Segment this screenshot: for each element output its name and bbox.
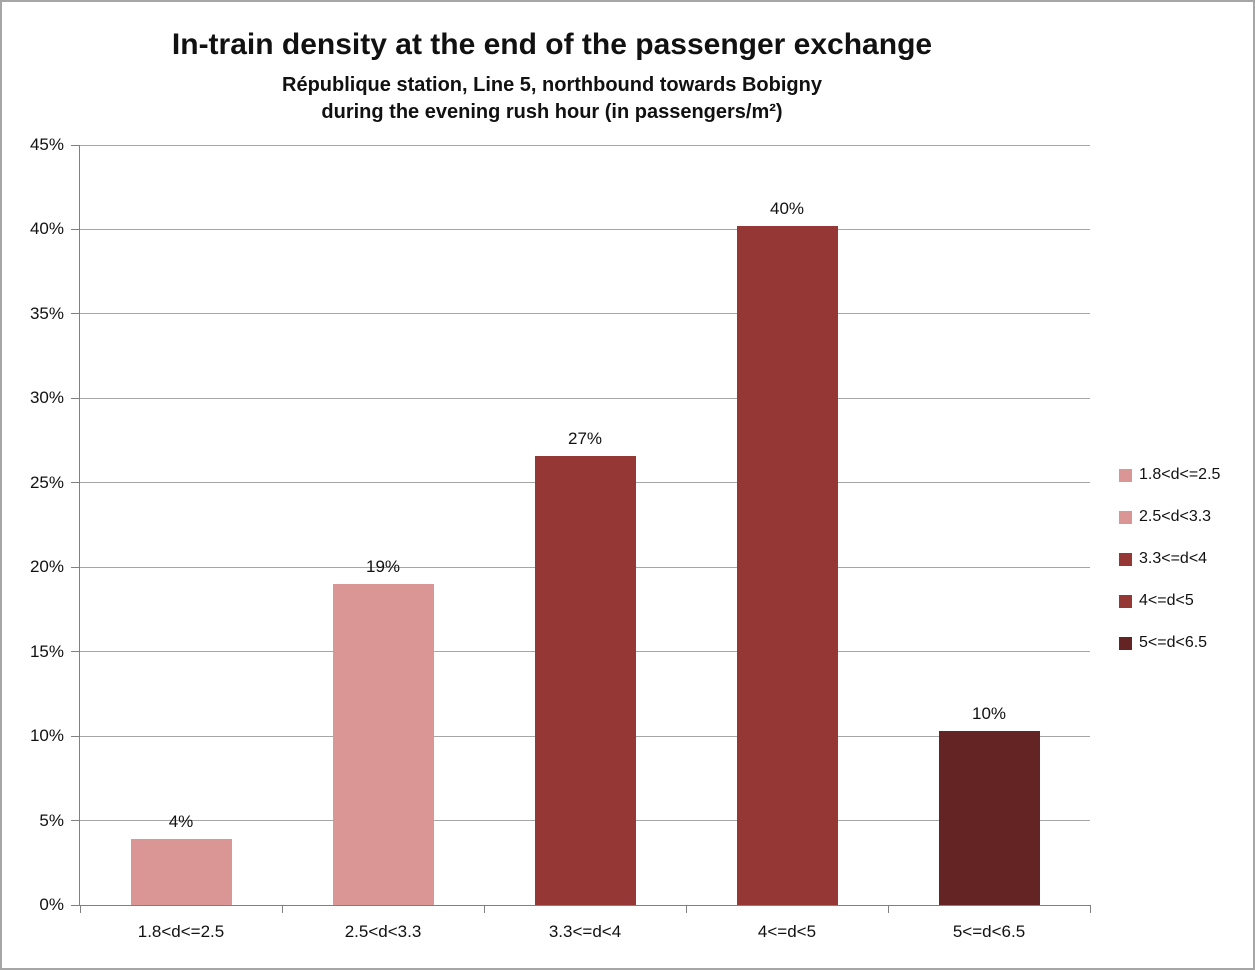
y-axis-tick [71, 904, 80, 906]
x-axis-tick [483, 905, 485, 913]
y-axis-tick [71, 228, 80, 230]
x-axis-category-label: 1.8<d<=2.5 [137, 922, 225, 941]
y-axis-tick-label: 45% [29, 135, 64, 154]
x-axis-category-label: 2.5<d<3.3 [344, 922, 422, 941]
legend-swatch-icon [1119, 594, 1132, 608]
y-axis-tick [71, 144, 80, 146]
bar-value-label: 27% [567, 428, 603, 448]
y-axis-tick-label: 10% [29, 726, 64, 746]
y-axis-tick-label: 25% [29, 472, 64, 492]
x-axis-tick [1089, 905, 1091, 913]
legend-label: 2.5<d<3.3 [1139, 508, 1212, 525]
legend-label: 5<=d<6.5 [1139, 634, 1208, 651]
x-axis-tick [685, 905, 687, 913]
x-axis-category-label: 5<=d<6.5 [952, 922, 1026, 941]
legend-item-3: 3.3<=d<4 [1119, 538, 1220, 580]
y-axis-tick [71, 313, 80, 315]
x-axis-category-label: 3.3<=d<4 [548, 922, 622, 941]
bar-2 [332, 584, 434, 905]
y-axis-tick [71, 566, 80, 568]
legend-label: 1.8<d<=2.5 [1139, 466, 1221, 483]
legend-item-5: 5<=d<6.5 [1119, 622, 1220, 664]
y-axis-tick-label: 35% [29, 303, 64, 323]
y-axis-tick-label: 30% [29, 388, 64, 408]
y-axis-tick [71, 651, 80, 653]
chart-subtitle-line2: during the evening rush hour (in passeng… [321, 101, 783, 123]
bar-4 [736, 226, 838, 905]
bar-1 [130, 839, 232, 905]
legend-item-2: 2.5<d<3.3 [1119, 496, 1220, 538]
chart-subtitle-line1: République station, Line 5, northbound t… [282, 74, 822, 96]
gridline [80, 397, 1090, 399]
gridline [80, 313, 1090, 315]
x-axis-tick [79, 905, 81, 913]
y-axis-tick-label: 20% [29, 557, 64, 577]
legend-swatch-icon [1119, 636, 1132, 650]
x-axis-line [80, 904, 1090, 906]
bar-value-label: 40% [769, 199, 805, 219]
y-axis-tick [71, 735, 80, 737]
x-axis-tick [281, 905, 283, 913]
y-axis-tick-label: 40% [29, 219, 64, 239]
legend-label: 3.3<=d<4 [1139, 550, 1208, 567]
chart-title: In-train density at the end of the passe… [171, 28, 933, 61]
y-axis-tick-label: 15% [29, 641, 64, 661]
bar-value-label: 10% [971, 704, 1007, 724]
legend-item-4: 4<=d<5 [1119, 580, 1220, 622]
bar-3 [534, 455, 636, 905]
y-axis-tick [71, 397, 80, 399]
bar-5 [938, 731, 1040, 905]
y-axis-tick-label: 0% [39, 895, 64, 914]
bar-value-label: 19% [365, 557, 401, 577]
legend-label: 4<=d<5 [1139, 592, 1194, 609]
x-axis-tick [887, 905, 889, 913]
legend-swatch-icon [1119, 468, 1132, 482]
gridline [80, 228, 1090, 230]
chart-legend: 1.8<d<=2.5 2.5<d<3.3 3.3<=d<4 4<=d<5 5<=d<6.… [1119, 454, 1220, 664]
legend-swatch-icon [1119, 552, 1132, 566]
y-axis-tick-label: 5% [39, 810, 64, 830]
gridline [80, 144, 1090, 146]
y-axis-tick [71, 820, 80, 822]
y-axis-line [79, 145, 80, 905]
y-axis-tick [71, 482, 80, 484]
bar-value-label: 4% [168, 812, 194, 832]
legend-item-1: 1.8<d<=2.5 [1119, 454, 1220, 496]
x-axis-category-label: 4<=d<5 [757, 922, 817, 941]
legend-swatch-icon [1119, 510, 1132, 524]
